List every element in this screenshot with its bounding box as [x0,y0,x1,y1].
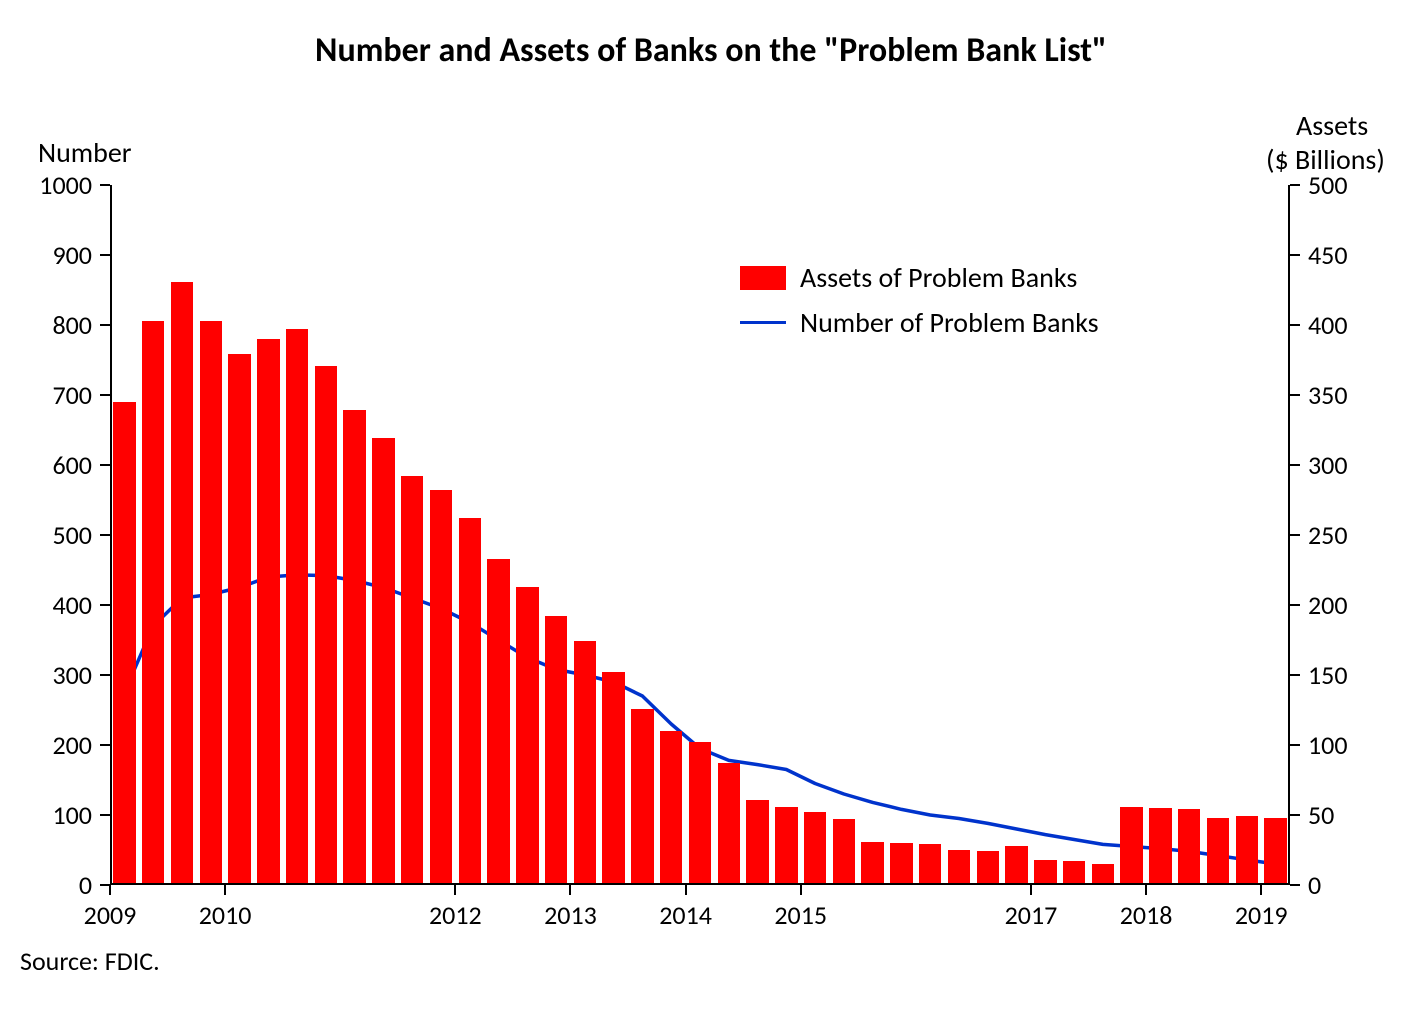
left-tick-label: 100 [0,799,92,831]
chart-container: Number and Assets of Banks on the "Probl… [0,0,1422,1031]
left-tick-label: 400 [0,589,92,621]
legend: Assets of Problem Banks Number of Problem… [740,260,1099,350]
legend-line [740,321,786,324]
bar [574,641,596,885]
bar [516,587,538,885]
bar [430,490,452,885]
right-tick-label: 150 [1308,659,1388,691]
bar [228,354,250,885]
right-tick-label: 500 [1308,169,1388,201]
x-axis-line [110,883,1290,885]
left-tick-label: 1000 [0,169,92,201]
bar [602,672,624,885]
bar [1092,864,1114,885]
bar [804,812,826,885]
bar [1120,807,1142,885]
right-tick-label: 200 [1308,589,1388,621]
bar [459,518,481,885]
bar [372,438,394,885]
right-axis-title-line1: Assets [1296,108,1368,143]
bar [1178,809,1200,885]
source-text: Source: FDIC. [20,945,160,977]
left-tick-label: 300 [0,659,92,691]
bar [833,819,855,885]
bar [1063,861,1085,885]
left-tick-label: 700 [0,379,92,411]
bar [631,709,653,885]
left-tick-label: 500 [0,519,92,551]
chart-title: Number and Assets of Banks on the "Probl… [0,30,1422,71]
plot-area [110,185,1290,885]
bar [1005,846,1027,885]
left-axis-title: Number [38,135,132,170]
bar [775,807,797,885]
legend-label: Assets of Problem Banks [800,260,1077,295]
right-tick-label: 50 [1308,799,1388,831]
bar [286,329,308,885]
bar [1207,818,1229,885]
left-tick-label: 600 [0,449,92,481]
x-tick-label: 2019 [1221,899,1301,931]
legend-item: Assets of Problem Banks [740,260,1099,295]
bar [142,321,164,885]
left-tick-label: 0 [0,869,92,901]
bar [660,731,682,885]
left-axis-line [110,185,112,885]
bar [171,282,193,885]
legend-label: Number of Problem Banks [800,305,1099,340]
bar [718,763,740,885]
bar [861,842,883,885]
left-tick-label: 200 [0,729,92,761]
x-tick-label: 2017 [991,899,1071,931]
bar [1236,816,1258,885]
bar [545,616,567,885]
bar [1149,808,1171,885]
bar [315,366,337,885]
x-tick-label: 2012 [415,899,495,931]
bar [343,410,365,885]
left-tick-label: 900 [0,239,92,271]
bar [1034,860,1056,885]
right-tick-label: 300 [1308,449,1388,481]
bar [948,850,970,885]
right-tick-label: 450 [1308,239,1388,271]
bar [977,851,999,885]
x-tick-label: 2014 [646,899,726,931]
bar [200,321,222,885]
x-tick-label: 2009 [70,899,150,931]
bar [1264,818,1286,885]
legend-swatch [740,266,786,290]
x-tick-label: 2013 [530,899,610,931]
legend-item: Number of Problem Banks [740,305,1099,340]
bar [919,844,941,885]
x-tick-label: 2015 [761,899,841,931]
right-tick-label: 250 [1308,519,1388,551]
bar [113,402,135,885]
bar [890,843,912,885]
bar [487,559,509,885]
left-tick-label: 800 [0,309,92,341]
bar [401,476,423,885]
bar [257,339,279,885]
right-tick-label: 100 [1308,729,1388,761]
right-tick-label: 350 [1308,379,1388,411]
x-tick-label: 2018 [1106,899,1186,931]
right-tick-label: 400 [1308,309,1388,341]
bar [746,800,768,885]
right-tick-label: 0 [1308,869,1388,901]
bar [689,742,711,885]
x-tick-label: 2010 [185,899,265,931]
